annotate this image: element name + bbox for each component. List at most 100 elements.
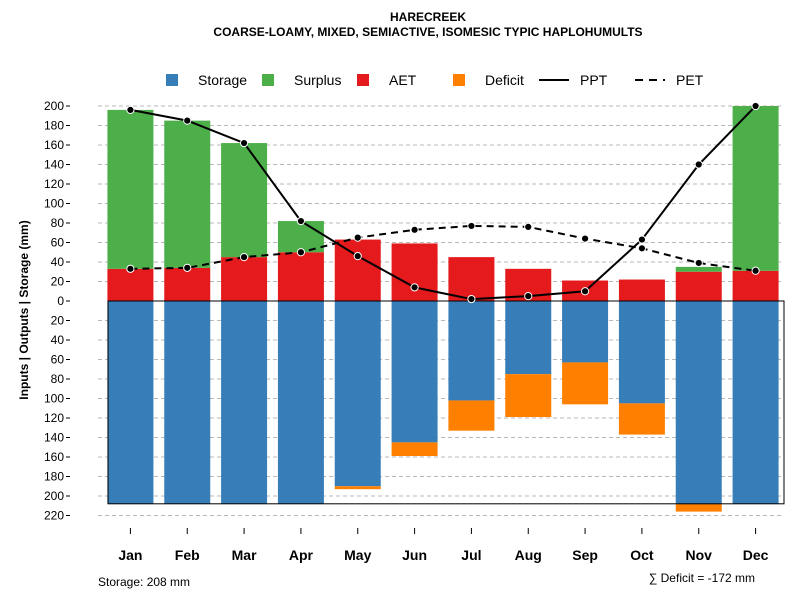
pet-line bbox=[130, 224, 756, 272]
x-tick-label-jun: Jun bbox=[402, 547, 427, 563]
x-tick-label-nov: Nov bbox=[686, 547, 713, 563]
bar-aet-jul bbox=[448, 257, 495, 301]
y-tick-label: 40 bbox=[51, 255, 65, 269]
x-tick-label-dec: Dec bbox=[743, 547, 769, 563]
y-tick-label: 120 bbox=[44, 411, 64, 425]
legend-swatch-storage bbox=[166, 74, 178, 86]
x-axis: Jan Feb Mar Apr May Jun Jul Aug Sep Oct Nov Dec bbox=[118, 528, 769, 563]
ppt-point-mar bbox=[239, 138, 249, 148]
bar-aet-dec bbox=[732, 270, 779, 301]
x-tick-label-jul: Jul bbox=[461, 547, 481, 563]
pet-point-aug bbox=[524, 222, 533, 231]
legend-label-ppt: PPT bbox=[580, 72, 608, 88]
bar-aet-jan bbox=[107, 268, 154, 301]
bar-surplus-apr bbox=[277, 221, 324, 253]
x-tick-label-mar: Mar bbox=[232, 547, 257, 563]
y-tick-label: 80 bbox=[51, 216, 65, 230]
bar-surplus-nov bbox=[675, 266, 722, 272]
bar-storage-may bbox=[334, 301, 381, 487]
ppt-point-aug bbox=[524, 292, 533, 301]
x-tick-label-may: May bbox=[344, 547, 371, 563]
bar-surplus-mar bbox=[221, 143, 268, 258]
y-tick-label: 180 bbox=[44, 119, 64, 133]
y-axis-title: Inputs | Outputs | Storage (mm) bbox=[17, 220, 31, 399]
x-tick-label-oct: Oct bbox=[630, 547, 654, 563]
bar-storage-dec bbox=[732, 301, 779, 504]
ppt-point-nov bbox=[694, 160, 703, 169]
ppt-point-oct bbox=[637, 235, 647, 244]
bar-deficit-oct bbox=[618, 403, 665, 435]
legend-label-deficit: Deficit bbox=[485, 72, 524, 88]
bars bbox=[107, 106, 785, 512]
y-tick-label: 140 bbox=[44, 431, 64, 445]
bar-deficit-sep bbox=[562, 362, 609, 405]
y-tick-label: 0 bbox=[57, 294, 64, 308]
chart-subtitle: COARSE-LOAMY, MIXED, SEMIACTIVE, ISOMESI… bbox=[213, 25, 642, 39]
ppt-point-jan bbox=[126, 105, 135, 115]
y-tick-label: 40 bbox=[51, 333, 65, 347]
pet-point-may bbox=[353, 233, 362, 242]
bar-storage-apr bbox=[277, 301, 324, 504]
y-tick-label: 60 bbox=[51, 353, 65, 367]
bar-storage-mar bbox=[221, 301, 268, 504]
pet-point-mar bbox=[239, 253, 249, 262]
ppt-point-sep bbox=[580, 287, 590, 296]
bar-aet-apr bbox=[277, 252, 324, 301]
bar-storage-jan bbox=[107, 301, 154, 504]
pet-point-jan bbox=[126, 264, 135, 273]
y-tick-label: 160 bbox=[44, 450, 64, 464]
y-tick-label: 200 bbox=[44, 99, 64, 113]
ppt-point-jul bbox=[467, 294, 476, 304]
bar-storage-jun bbox=[391, 301, 438, 443]
chart-title: HARECREEK bbox=[390, 10, 466, 24]
ppt-point-apr bbox=[296, 216, 306, 226]
bar-storage-aug bbox=[505, 301, 552, 375]
legend-label-aet: AET bbox=[389, 72, 417, 88]
x-tick-label-jan: Jan bbox=[118, 547, 142, 563]
ppt-point-jun bbox=[410, 283, 419, 292]
bar-deficit-may bbox=[334, 486, 381, 490]
y-tick-label: 80 bbox=[51, 372, 65, 386]
x-tick-label-sep: Sep bbox=[572, 547, 598, 563]
x-tick-label-apr: Apr bbox=[289, 547, 314, 563]
bar-storage-nov bbox=[675, 301, 722, 504]
y-tick-label: 220 bbox=[44, 509, 64, 523]
bar-aet-may bbox=[334, 239, 381, 301]
storage-footer: Storage: 208 mm bbox=[98, 575, 190, 589]
ppt-line bbox=[130, 105, 757, 301]
pet-point-dec bbox=[751, 266, 760, 275]
y-tick-label: 180 bbox=[44, 470, 64, 484]
deficit-footer: ∑ Deficit = -172 mm bbox=[649, 571, 755, 585]
y-axis: 2001801601401201008060402002040608010012… bbox=[44, 99, 70, 523]
pet-point-apr bbox=[296, 248, 306, 257]
legend-label-surplus: Surplus bbox=[294, 72, 341, 88]
bar-aet-jun bbox=[391, 243, 438, 301]
legend-label-pet: PET bbox=[676, 72, 704, 88]
bar-deficit-aug bbox=[505, 374, 552, 418]
legend-label-storage: Storage bbox=[198, 72, 247, 88]
gridlines bbox=[98, 105, 784, 516]
bar-surplus-dec bbox=[732, 106, 779, 271]
pet-point-nov bbox=[694, 258, 703, 268]
y-tick-label: 20 bbox=[51, 275, 65, 289]
bar-aet-nov bbox=[675, 271, 722, 301]
bar-deficit-nov bbox=[675, 503, 722, 512]
y-tick-label: 60 bbox=[51, 236, 65, 250]
bar-deficit-jun bbox=[391, 442, 438, 457]
y-tick-label: 120 bbox=[44, 177, 64, 191]
bar-aet-mar bbox=[221, 257, 268, 301]
bar-storage-oct bbox=[618, 301, 665, 404]
bar-aet-oct bbox=[618, 279, 665, 301]
bar-storage-feb bbox=[164, 301, 211, 504]
x-tick-label-aug: Aug bbox=[515, 547, 542, 563]
pet-point-sep bbox=[580, 234, 590, 243]
x-tick-label-feb: Feb bbox=[175, 547, 200, 563]
y-tick-label: 20 bbox=[51, 314, 65, 328]
pet-point-oct bbox=[637, 244, 647, 253]
bar-storage-jul bbox=[448, 301, 495, 401]
lines bbox=[126, 101, 760, 304]
bar-surplus-feb bbox=[164, 120, 211, 268]
bar-storage-sep bbox=[562, 301, 609, 363]
